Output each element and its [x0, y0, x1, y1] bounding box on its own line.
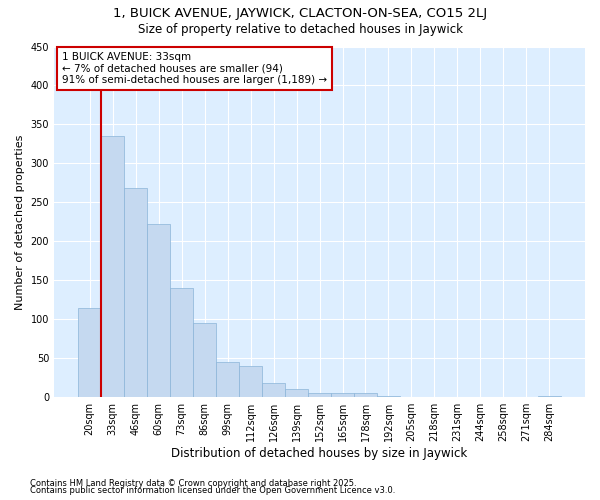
Bar	[285, 390, 308, 397]
Text: 1, BUICK AVENUE, JAYWICK, CLACTON-ON-SEA, CO15 2LJ: 1, BUICK AVENUE, JAYWICK, CLACTON-ON-SEA…	[113, 8, 487, 20]
Text: Contains HM Land Registry data © Crown copyright and database right 2025.: Contains HM Land Registry data © Crown c…	[30, 478, 356, 488]
Bar	[239, 366, 262, 397]
Bar	[216, 362, 239, 397]
Text: 1 BUICK AVENUE: 33sqm
← 7% of detached houses are smaller (94)
91% of semi-detac: 1 BUICK AVENUE: 33sqm ← 7% of detached h…	[62, 52, 327, 85]
Bar	[308, 392, 331, 397]
Bar	[101, 136, 124, 397]
Bar	[193, 323, 216, 397]
Text: Contains public sector information licensed under the Open Government Licence v3: Contains public sector information licen…	[30, 486, 395, 495]
Bar	[170, 288, 193, 397]
Text: Size of property relative to detached houses in Jaywick: Size of property relative to detached ho…	[137, 22, 463, 36]
Bar	[78, 308, 101, 397]
Bar	[262, 383, 285, 397]
Bar	[538, 396, 561, 397]
Bar	[124, 188, 147, 397]
Bar	[147, 224, 170, 397]
X-axis label: Distribution of detached houses by size in Jaywick: Distribution of detached houses by size …	[172, 447, 467, 460]
Y-axis label: Number of detached properties: Number of detached properties	[15, 134, 25, 310]
Bar	[354, 392, 377, 397]
Bar	[377, 396, 400, 397]
Bar	[331, 394, 354, 397]
